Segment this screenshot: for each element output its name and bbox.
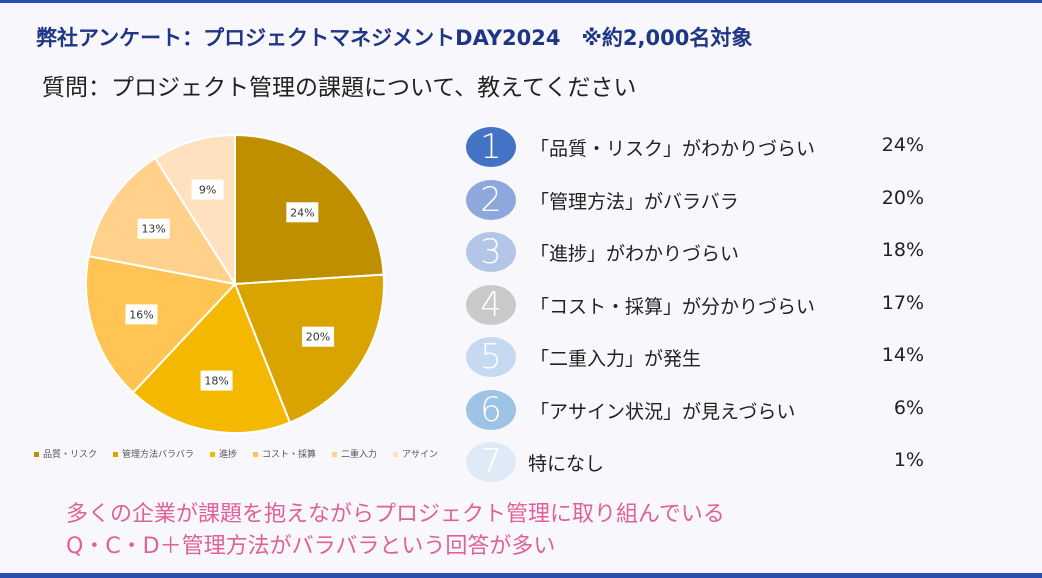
svg-text:16%: 16% xyxy=(129,308,153,321)
svg-text:13%: 13% xyxy=(141,223,165,236)
legend-item: アサイン xyxy=(392,447,438,460)
legend-item: コスト・採算 xyxy=(252,447,316,460)
legend-label: 品質・リスク xyxy=(43,450,98,460)
question-text: 質問：プロジェクト管理の課題について、教えてください xyxy=(42,75,637,101)
rank-number-badge: 6 xyxy=(466,389,516,430)
svg-text:9%: 9% xyxy=(199,184,216,197)
legend-label: 二重入力 xyxy=(340,450,377,460)
svg-text:20%: 20% xyxy=(306,331,330,344)
conclusion-line-1: 多くの企業が課題を抱えながらプロジェクト管理に取り組んでいる xyxy=(66,502,725,527)
chart-legend: 品質・リスク 管理方法バラバラ 進捗 コスト・採算 二重入力 アサイン xyxy=(34,447,438,460)
rank-number-badge: 1 xyxy=(466,127,516,167)
legend-swatch xyxy=(392,452,398,457)
legend-swatch xyxy=(34,452,39,457)
rank-number-badge: 3 xyxy=(466,232,516,272)
rank-number-badge: 7 xyxy=(466,442,516,482)
rank-label: 「管理方法」がバラバラ xyxy=(530,190,739,213)
rank-percent: 6% xyxy=(893,396,924,419)
ranking-item: 3 「進捗」がわかりづらい 18% xyxy=(466,232,936,276)
rank-label: 「進捗」がわかりづらい xyxy=(530,243,740,265)
legend-item: 品質・リスク xyxy=(34,447,97,460)
legend-label: コスト・採算 xyxy=(261,450,316,460)
bottom-bar xyxy=(0,573,1042,578)
rank-percent: 1% xyxy=(893,449,924,471)
legend-item: 二重入力 xyxy=(331,447,377,460)
rank-label: 特になし xyxy=(528,453,605,475)
data-label: 24% xyxy=(286,202,319,223)
legend-label: 進捗 xyxy=(218,450,237,460)
rank-number-badge: 2 xyxy=(466,179,516,220)
rank-number-badge: 4 xyxy=(466,284,516,325)
legend-swatch xyxy=(252,452,258,457)
data-label: 9% xyxy=(191,179,224,200)
svg-text:18%: 18% xyxy=(204,375,228,388)
rank-percent: 17% xyxy=(881,291,924,314)
rank-label: 「コスト・採算」が分かりづらい xyxy=(530,295,816,318)
rank-label: 「二重入力」が発生 xyxy=(530,348,702,370)
ranking-item: 5 「二重入力」が発生 14% xyxy=(466,337,936,381)
data-label: 18% xyxy=(200,370,233,391)
rank-percent: 18% xyxy=(881,239,924,261)
pie-slice xyxy=(153,133,236,288)
rank-percent: 14% xyxy=(881,344,924,366)
rank-label: 「アサイン状況」が見えづらい xyxy=(530,400,796,423)
rank-number-badge: 5 xyxy=(466,337,516,377)
svg-text:24%: 24% xyxy=(290,206,314,219)
data-label: 13% xyxy=(137,218,170,239)
pie-chart: 24% 20% 18% 16% 13% 9% xyxy=(85,133,385,434)
legend-label: アサイン xyxy=(401,450,438,460)
pie-slice xyxy=(85,254,237,395)
legend-swatch xyxy=(113,452,119,457)
legend-label: 管理方法バラバラ xyxy=(122,450,194,460)
ranking-item: 1 「品質・リスク」がわかりづらい 24% xyxy=(466,127,936,171)
rank-percent: 24% xyxy=(881,134,924,156)
legend-swatch xyxy=(209,452,215,457)
top-bar xyxy=(0,0,1042,3)
slide-title: 弊社アンケート：プロジェクトマネジメントDAY2024 ※約2,000名対象 xyxy=(36,26,753,50)
rank-label: 「品質・リスク」がわかりづらい xyxy=(530,138,816,160)
legend-item: 管理方法バラバラ xyxy=(113,447,194,460)
ranking-item: 2 「管理方法」がバラバラ 20% xyxy=(466,179,936,224)
conclusion-line-2: Q・C・D＋管理方法がバラバラという回答が多い xyxy=(66,534,556,559)
pie-slice xyxy=(131,282,292,434)
data-label: 20% xyxy=(302,326,335,347)
rank-percent: 20% xyxy=(881,186,924,209)
data-label: 16% xyxy=(125,304,158,325)
legend-item: 進捗 xyxy=(209,447,237,460)
ranking-item: 4 「コスト・採算」が分かりづらい 17% xyxy=(466,284,936,329)
ranking-item: 6 「アサイン状況」が見えづらい 6% xyxy=(466,389,936,434)
legend-swatch xyxy=(331,452,337,457)
pie-slice xyxy=(233,273,385,424)
ranking-item: 7 特になし 1% xyxy=(466,442,936,486)
